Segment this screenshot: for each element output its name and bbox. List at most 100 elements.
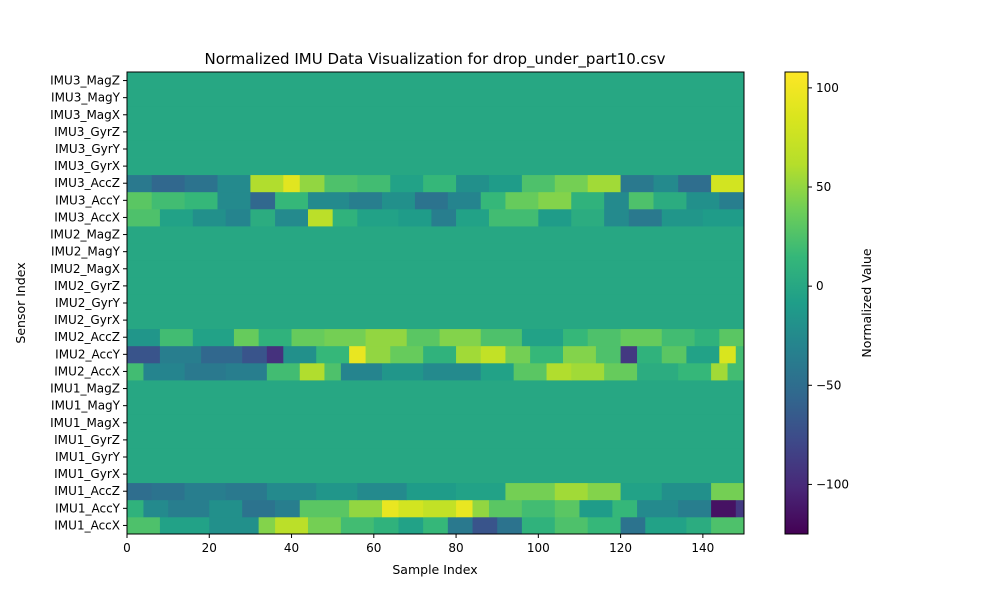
heatmap-row-IMU3_AccZ bbox=[127, 174, 745, 193]
heatmap-cell bbox=[637, 499, 679, 518]
y-tick-label: IMU1_MagX bbox=[50, 416, 120, 430]
heatmap-row-IMU1_AccX bbox=[127, 516, 745, 535]
heatmap-cell bbox=[127, 448, 745, 466]
colorbar-tick-label: 100 bbox=[816, 81, 839, 95]
heatmap-cell bbox=[711, 362, 728, 381]
heatmap-cell bbox=[127, 499, 144, 518]
heatmap-cell bbox=[357, 482, 408, 501]
heatmap-cell bbox=[456, 482, 506, 501]
heatmap-cell bbox=[316, 345, 350, 364]
heatmap-cell bbox=[447, 516, 473, 535]
y-tick-label: IMU3_GyrY bbox=[55, 142, 121, 156]
heatmap-cell bbox=[349, 499, 383, 518]
heatmap-cell bbox=[480, 191, 506, 210]
heatmap-cell bbox=[488, 174, 523, 193]
x-tick-label: 40 bbox=[284, 541, 299, 555]
heatmap-cell bbox=[242, 499, 276, 518]
heatmap-row-IMU3_GyrZ bbox=[127, 123, 745, 141]
x-tick-label: 80 bbox=[448, 541, 463, 555]
heatmap-cell bbox=[620, 345, 638, 364]
heatmap-cell bbox=[225, 482, 268, 501]
y-tick-label: IMU2_AccX bbox=[54, 364, 120, 378]
heatmap-cell bbox=[472, 499, 490, 518]
heatmap-cell bbox=[127, 397, 745, 415]
heatmap-cell bbox=[217, 174, 251, 193]
heatmap-cell bbox=[711, 499, 737, 518]
heatmap-cell bbox=[727, 362, 745, 381]
y-tick-label: IMU1_GyrZ bbox=[54, 433, 120, 447]
heatmap-cell bbox=[217, 191, 251, 210]
heatmap-row-IMU1_MagX bbox=[127, 414, 745, 432]
y-tick-label: IMU3_AccX bbox=[54, 210, 120, 224]
heatmap-cell bbox=[127, 191, 153, 210]
heatmap-cell bbox=[554, 482, 589, 501]
heatmap-cell bbox=[505, 345, 531, 364]
heatmap-cell bbox=[266, 362, 301, 381]
heatmap-cell bbox=[168, 499, 210, 518]
y-tick-label: IMU1_AccX bbox=[54, 518, 120, 532]
heatmap-cell bbox=[620, 516, 646, 535]
heatmap-cell bbox=[538, 208, 572, 227]
heatmap-cells bbox=[127, 72, 745, 535]
heatmap-cell bbox=[521, 499, 556, 518]
heatmap-cell bbox=[332, 208, 358, 227]
heatmap-cell bbox=[266, 345, 284, 364]
y-tick-label: IMU3_AccY bbox=[55, 193, 121, 207]
colorbar-tick-label: −50 bbox=[816, 378, 841, 392]
heatmap-cell bbox=[711, 174, 745, 193]
heatmap-cell bbox=[382, 499, 399, 518]
heatmap-cell bbox=[686, 345, 720, 364]
heatmap-cell bbox=[678, 362, 712, 381]
heatmap-cell bbox=[423, 174, 457, 193]
heatmap-row-IMU3_MagX bbox=[127, 106, 745, 124]
heatmap-row-IMU3_AccX bbox=[127, 208, 745, 227]
heatmap-cell bbox=[472, 516, 498, 535]
heatmap-cell bbox=[587, 328, 621, 347]
heatmap-cell bbox=[390, 174, 424, 193]
heatmap-cell bbox=[316, 482, 358, 501]
heatmap-cell bbox=[686, 516, 712, 535]
heatmap-cell bbox=[661, 345, 687, 364]
heatmap-cell bbox=[678, 499, 712, 518]
heatmap-cell bbox=[159, 208, 194, 227]
heatmap-cell bbox=[127, 243, 745, 261]
heatmap-cell bbox=[275, 499, 301, 518]
heatmap-cell bbox=[307, 208, 334, 227]
heatmap-cell bbox=[209, 516, 260, 535]
y-tick-label: IMU3_GyrZ bbox=[54, 125, 120, 139]
colorbar-tick-label: 0 bbox=[816, 279, 824, 293]
heatmap-cell bbox=[382, 191, 416, 210]
heatmap-cell bbox=[571, 191, 605, 210]
heatmap-row-IMU2_AccY bbox=[127, 345, 745, 364]
heatmap-cell bbox=[604, 208, 630, 227]
heatmap-cell bbox=[423, 362, 482, 381]
heatmap-cell bbox=[398, 499, 424, 518]
heatmap-cell bbox=[719, 191, 745, 210]
heatmap-cell bbox=[127, 311, 745, 330]
y-tick-label: IMU2_GyrY bbox=[55, 296, 121, 310]
heatmap-row-IMU1_AccZ bbox=[127, 482, 745, 501]
heatmap-cell bbox=[719, 345, 737, 364]
heatmap-cell bbox=[127, 157, 745, 176]
heatmap-row-IMU2_AccX bbox=[127, 362, 745, 381]
heatmap-cell bbox=[414, 191, 449, 210]
x-tick-label: 0 bbox=[123, 541, 131, 555]
heatmap-cell bbox=[283, 345, 317, 364]
heatmap-cell bbox=[349, 191, 383, 210]
heatmap-cell bbox=[184, 362, 227, 381]
x-tick-label: 140 bbox=[691, 541, 714, 555]
heatmap-cell bbox=[340, 516, 375, 535]
heatmap-cell bbox=[645, 516, 687, 535]
heatmap-cell bbox=[307, 191, 350, 210]
heatmap-cell bbox=[628, 208, 663, 227]
heatmap-cell bbox=[127, 226, 745, 244]
heatmap-cell bbox=[702, 208, 745, 227]
colorbar-gradient bbox=[784, 71, 809, 535]
heatmap-cell bbox=[192, 208, 227, 227]
y-axis-label: Sensor Index bbox=[13, 262, 28, 343]
heatmap-cell bbox=[201, 345, 243, 364]
heatmap-cell bbox=[661, 328, 696, 347]
y-tick-label: IMU2_MagY bbox=[51, 245, 121, 259]
heatmap-cell bbox=[258, 328, 292, 347]
heatmap-cell bbox=[694, 328, 720, 347]
